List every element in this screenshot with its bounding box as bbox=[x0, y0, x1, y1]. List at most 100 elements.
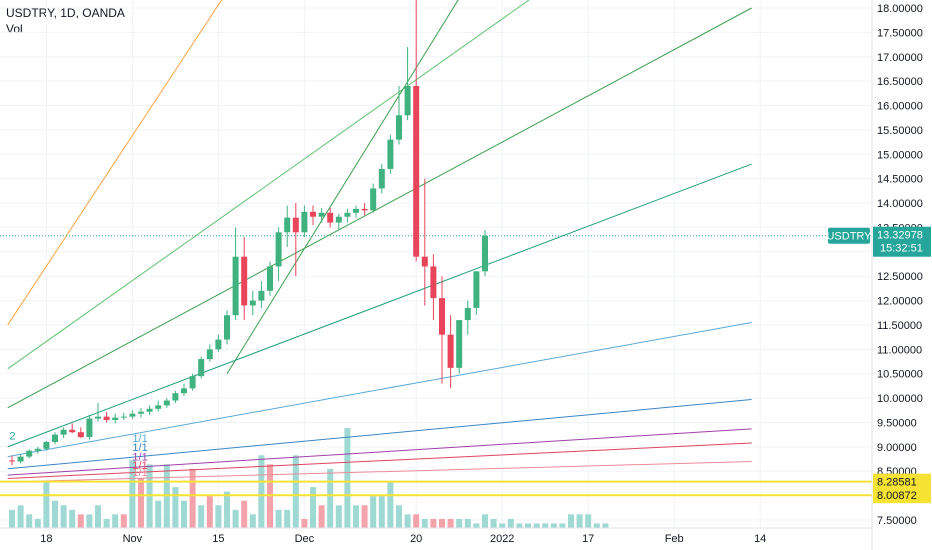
candle-body bbox=[17, 456, 24, 462]
candle-body bbox=[456, 320, 463, 368]
volume-bar bbox=[86, 514, 93, 528]
level-price-label: 8.00872 bbox=[877, 490, 917, 502]
candle-body bbox=[464, 307, 471, 321]
volume-bar bbox=[559, 523, 566, 528]
volume-bar bbox=[568, 514, 574, 528]
candle-body bbox=[241, 256, 248, 306]
candle-body bbox=[482, 235, 488, 272]
fib-annotation-label: 1/1 bbox=[132, 467, 147, 479]
volume-bar bbox=[60, 505, 67, 528]
volume-bar bbox=[120, 514, 127, 528]
candle-body bbox=[129, 413, 136, 417]
volume-bar bbox=[224, 491, 230, 528]
volume-bar bbox=[387, 482, 394, 528]
y-tick-label: 16.50000 bbox=[877, 76, 923, 88]
x-tick-label: 17 bbox=[582, 533, 594, 545]
volume-bar bbox=[464, 518, 471, 528]
level-price-tag bbox=[873, 473, 931, 490]
y-tick-label: 11.50000 bbox=[877, 320, 922, 332]
volume-bar bbox=[77, 514, 84, 528]
symbol-tag bbox=[828, 227, 870, 244]
candle-body bbox=[232, 256, 239, 316]
volume-bar bbox=[507, 518, 514, 528]
volume-bar bbox=[198, 505, 205, 528]
trend-line[interactable] bbox=[7, 0, 236, 326]
candle-body bbox=[189, 376, 196, 389]
candle-body bbox=[430, 266, 437, 299]
trend-line[interactable] bbox=[7, 0, 546, 370]
last-price-value: 13.32978 bbox=[877, 230, 923, 242]
candle-body bbox=[224, 315, 230, 340]
y-tick-label: 14.00000 bbox=[877, 198, 923, 210]
fib-annotation-label: 1/1 bbox=[132, 442, 147, 454]
trend-line[interactable] bbox=[7, 163, 752, 448]
volume-bar bbox=[353, 505, 359, 528]
volume-bar bbox=[396, 505, 402, 528]
volume-bar bbox=[421, 518, 428, 528]
volume-bar bbox=[95, 505, 101, 528]
fib-annotation-label: 1/1 bbox=[132, 460, 147, 472]
volume-bar bbox=[284, 509, 291, 528]
candle-body bbox=[301, 211, 308, 233]
trend-line[interactable] bbox=[226, 0, 459, 374]
candle-body bbox=[335, 216, 342, 223]
y-tick-label: 9.00000 bbox=[877, 442, 917, 454]
last-price-tag bbox=[873, 226, 931, 257]
trend-line[interactable] bbox=[7, 428, 752, 476]
candle-body bbox=[146, 408, 153, 412]
volume-bar bbox=[413, 514, 420, 528]
volume-bar bbox=[26, 514, 33, 528]
y-tick-label: 11.00000 bbox=[877, 344, 922, 356]
candle-body bbox=[404, 86, 411, 116]
y-tick-label: 10.50000 bbox=[877, 369, 923, 381]
y-tick-label: 10.00000 bbox=[877, 393, 923, 405]
volume-bar bbox=[232, 509, 239, 528]
volume-bar bbox=[215, 505, 222, 528]
candle-body bbox=[138, 411, 144, 414]
volume-bar bbox=[112, 514, 119, 528]
trend-line[interactable] bbox=[7, 322, 752, 458]
volume-bar bbox=[533, 523, 540, 528]
candle-body bbox=[215, 339, 222, 350]
volume-bar bbox=[52, 500, 58, 528]
candle-body bbox=[421, 256, 428, 267]
volume-bar bbox=[138, 478, 144, 528]
candle-body bbox=[275, 232, 282, 267]
volume-bar bbox=[275, 509, 282, 528]
volume-bar bbox=[602, 523, 609, 528]
volume-bar bbox=[585, 514, 592, 528]
candle-body bbox=[34, 448, 41, 451]
x-tick-label: 15 bbox=[212, 533, 224, 545]
volume-bar bbox=[181, 500, 187, 528]
trend-line[interactable] bbox=[7, 399, 752, 470]
volume-bar bbox=[473, 523, 480, 528]
candle-body bbox=[181, 388, 187, 394]
volume-bar bbox=[361, 505, 368, 528]
y-tick-label: 17.00000 bbox=[877, 52, 923, 64]
trend-line[interactable] bbox=[7, 442, 752, 480]
volume-bar bbox=[69, 509, 76, 528]
volume-bar bbox=[9, 509, 15, 528]
candle-body bbox=[249, 300, 256, 306]
candle-body bbox=[396, 115, 402, 140]
volume-bar bbox=[327, 468, 334, 528]
x-tick-label: Feb bbox=[665, 533, 684, 545]
candle-body bbox=[9, 460, 15, 462]
trend-line[interactable] bbox=[7, 460, 752, 483]
candle-body bbox=[387, 139, 394, 169]
volume-bar bbox=[129, 459, 136, 528]
volume-bar bbox=[34, 518, 41, 528]
volume-bar bbox=[404, 514, 411, 528]
level-price-label: 8.28581 bbox=[877, 477, 917, 489]
volume-bar bbox=[258, 455, 265, 528]
y-tick-label: 16.00000 bbox=[877, 101, 923, 113]
candle-body bbox=[473, 271, 480, 308]
x-tick-label: 20 bbox=[410, 533, 422, 545]
volume-bar bbox=[335, 505, 342, 528]
x-tick-label: Nov bbox=[123, 533, 143, 545]
candle-body bbox=[26, 450, 33, 457]
trend-line[interactable] bbox=[7, 7, 752, 409]
volume-bar bbox=[499, 523, 506, 528]
volume-bar bbox=[525, 523, 531, 528]
